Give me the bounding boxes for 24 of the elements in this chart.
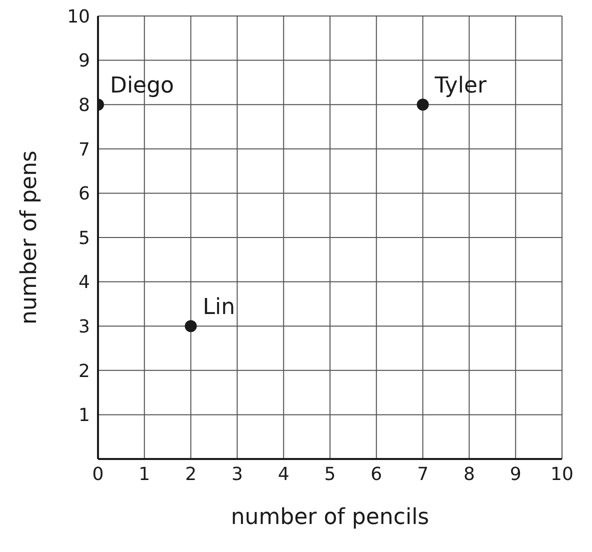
y-tick-label: 10: [67, 6, 90, 28]
y-tick-label: 6: [78, 184, 90, 205]
x-tick-label: 1: [138, 464, 150, 485]
x-tick-label: 6: [370, 464, 382, 485]
x-tick-label: 5: [324, 464, 336, 485]
y-tick-label: 8: [78, 94, 90, 116]
y-tick-label: 2: [78, 360, 90, 382]
y-tick-label: 7: [78, 139, 90, 160]
annotation: Lin: [202, 295, 236, 320]
y-tick-label: 9: [78, 50, 90, 72]
x-tick-label: 7: [417, 464, 429, 485]
x-tick-label: 0: [92, 464, 104, 485]
x-axis-title: number of pencils: [230, 505, 430, 530]
y-axis-title: number of pens: [16, 150, 42, 324]
y-tick-label: 4: [78, 272, 90, 294]
y-tick-label: 3: [78, 316, 90, 338]
y-tick-label: 1: [78, 405, 90, 426]
x-tick-label: 10: [550, 464, 574, 485]
x-tick-label: 3: [231, 464, 243, 485]
x-tick-label: 9: [510, 464, 522, 485]
y-tick-label: 5: [78, 228, 90, 249]
x-tick-label: 2: [185, 464, 197, 485]
x-tick-label: 4: [278, 464, 290, 485]
x-tick-label: 8: [463, 464, 475, 485]
